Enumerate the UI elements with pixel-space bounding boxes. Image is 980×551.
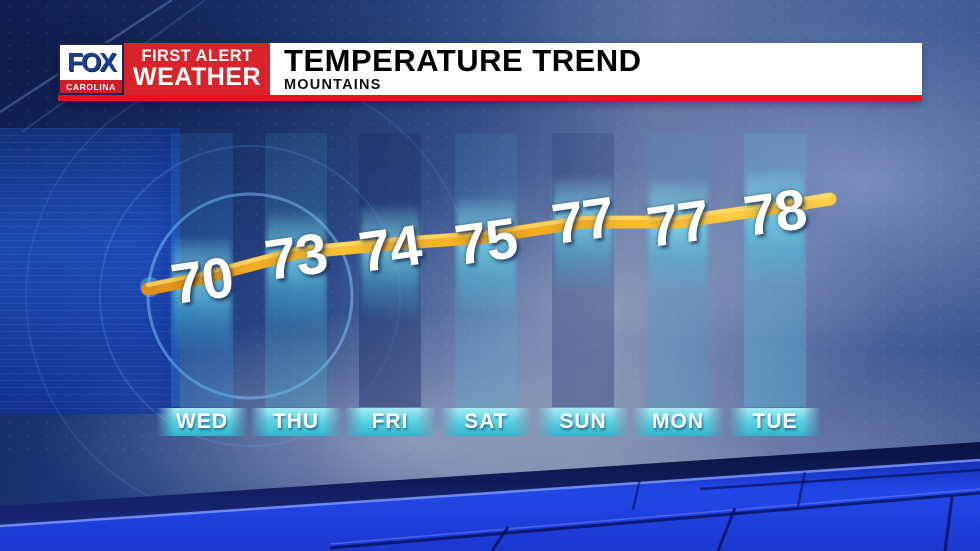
badge-line2: WEATHER (133, 62, 262, 91)
day-bar: FRI (344, 408, 436, 436)
header-titles: TEMPERATURE TREND MOUNTAINS (280, 43, 642, 95)
day-bar: THU (250, 408, 342, 436)
day-label-mon: MON (652, 410, 704, 433)
page-subtitle: MOUNTAINS (284, 77, 382, 93)
fox-logo-text: FOX (67, 47, 116, 77)
day-bar: SAT (440, 408, 532, 436)
day-label-wed: WED (176, 410, 228, 433)
day-bar: WED (156, 408, 248, 436)
day-bar: MON (632, 408, 724, 436)
day-label-thu: THU (272, 410, 320, 433)
day-bar: SUN (537, 408, 629, 436)
day-bar: TUE (729, 408, 821, 436)
fox-carolina-logo: FOX CAROLINA (58, 43, 124, 95)
day-label-sat: SAT (464, 410, 508, 433)
day-label-tue: TUE (752, 410, 798, 433)
day-label-fri: FRI (371, 410, 409, 433)
first-alert-weather-badge: FIRST ALERT WEATHER (124, 43, 271, 95)
header-bar: FOX CAROLINA FIRST ALERT WEATHER TEMPERA… (58, 43, 922, 101)
badge-line1: FIRST ALERT (141, 47, 253, 66)
fox-region-text: CAROLINA (60, 80, 122, 93)
page-title: TEMPERATURE TREND (284, 43, 642, 78)
day-label-sun: SUN (559, 410, 607, 433)
